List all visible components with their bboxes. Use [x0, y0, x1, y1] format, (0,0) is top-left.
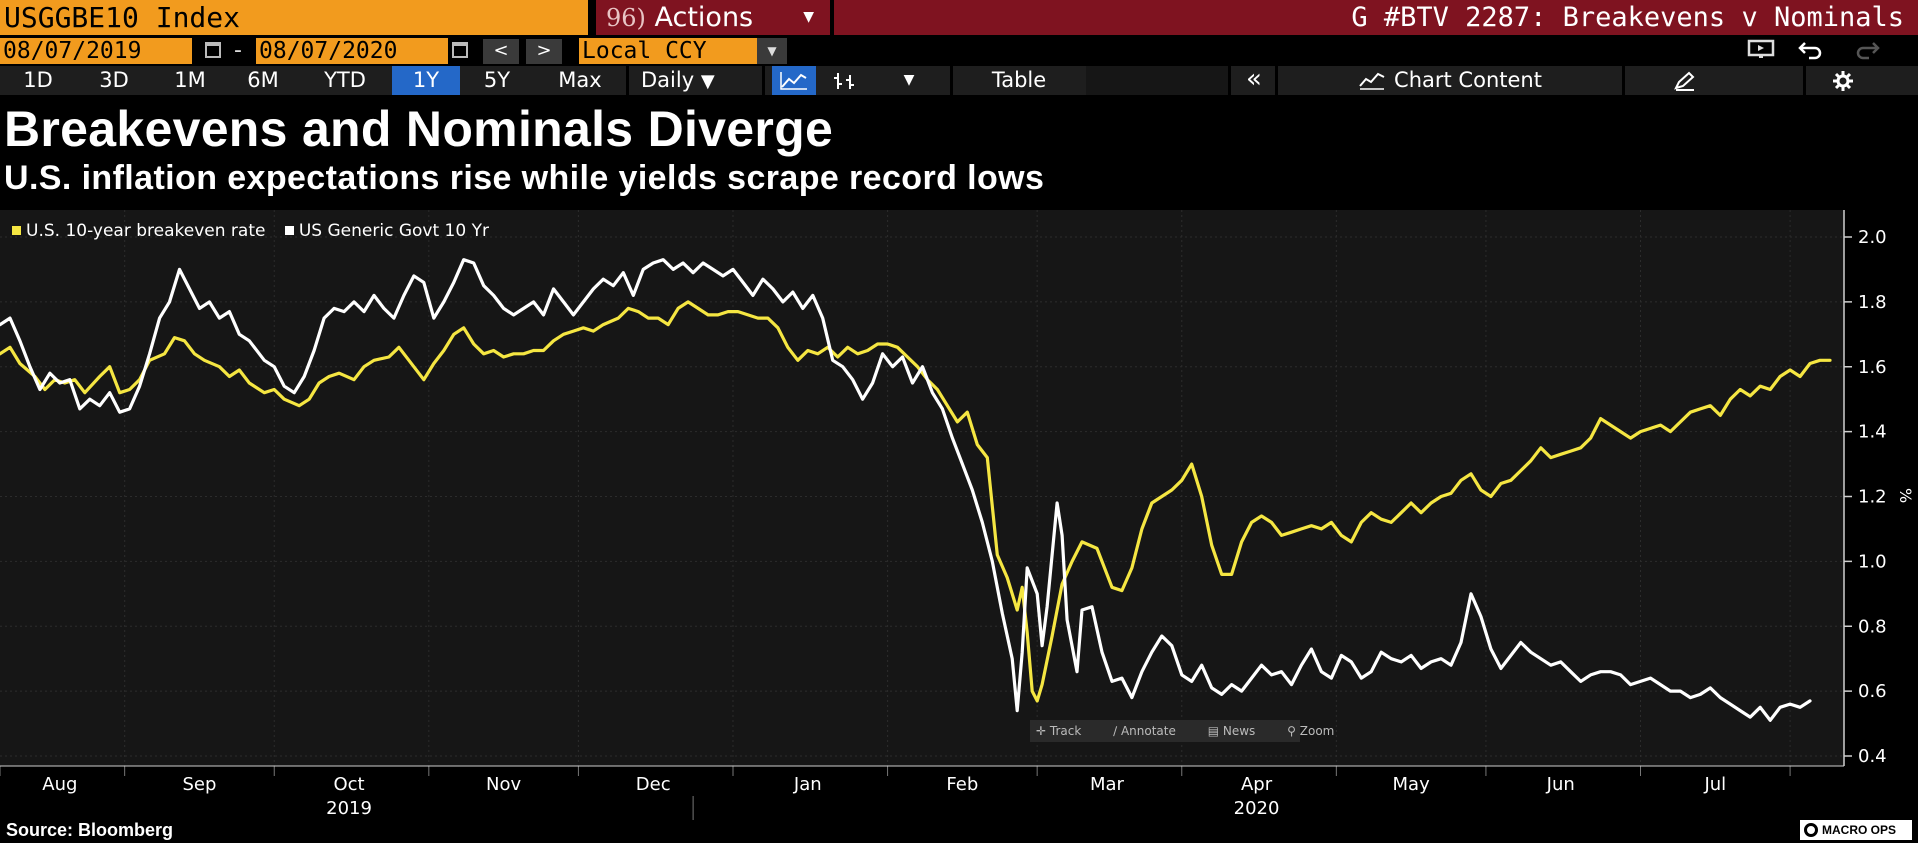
- period-ytd[interactable]: YTD: [324, 68, 366, 92]
- x-tick-label: Sep: [182, 774, 216, 795]
- toolbar-divider: [1622, 66, 1625, 95]
- legend-item-breakeven[interactable]: U.S. 10-year breakeven rate: [12, 221, 265, 241]
- chevron-down-icon[interactable]: ▼: [757, 38, 787, 64]
- period-1d[interactable]: 1D: [23, 68, 53, 92]
- x-axis: Aug Sep Oct Nov Dec Jan Feb Mar Apr May Jun Jul 2019…: [0, 765, 1844, 820]
- title-bar: USGGBE10 Index 96) Actions ▼ G #BTV 2287…: [0, 0, 1918, 35]
- x-year-label: 2019: [326, 798, 372, 819]
- toolbar-divider: [950, 66, 953, 95]
- annotate-tool[interactable]: ∕ Annotate: [1113, 724, 1176, 738]
- chart-content-icon: [1359, 72, 1385, 90]
- frequency-label: Daily: [641, 68, 695, 92]
- collapse-button[interactable]: «: [1246, 64, 1262, 94]
- edit-icon[interactable]: [1660, 66, 1710, 95]
- date-separator: -: [234, 38, 242, 63]
- y-tick-label: 1.4: [1858, 422, 1887, 443]
- toolbar-divider: [626, 66, 629, 95]
- line-chart[interactable]: 2.0 1.8 1.6 1.4 1.2 1.0 0.8 0.6 0.4% Aug Sep Oct No…: [0, 210, 1918, 825]
- y-tick-label: 1.0: [1858, 551, 1887, 572]
- x-year-label: 2020: [1234, 798, 1280, 819]
- toolbar-divider: [1803, 66, 1806, 95]
- x-tick-label: Jan: [793, 774, 822, 795]
- y-axis-label: %: [1896, 488, 1915, 503]
- y-tick-label: 0.8: [1858, 616, 1887, 637]
- legend-item-govt[interactable]: US Generic Govt 10 Yr: [284, 221, 489, 241]
- series-line-breakeven[interactable]: [0, 300, 1832, 703]
- bar-chart-icon[interactable]: [822, 66, 868, 95]
- plot-area: [0, 210, 1844, 766]
- actions-menu-button[interactable]: 96) Actions ▼: [596, 0, 830, 35]
- news-tool[interactable]: ▤ News: [1207, 724, 1256, 738]
- y-tick-label: 0.4: [1858, 746, 1887, 767]
- ticker-field[interactable]: USGGBE10 Index: [0, 0, 588, 35]
- end-date-input[interactable]: 08/07/2020: [256, 38, 448, 64]
- x-tick-label: Jun: [1546, 774, 1575, 795]
- y-tick-label: 1.2: [1858, 487, 1887, 508]
- toolbar-divider: [762, 66, 765, 95]
- date-range-bar: 08/07/2019 - 08/07/2020 < > Local CCY ▼: [0, 36, 1918, 66]
- period-1y[interactable]: 1Y: [392, 66, 460, 95]
- calendar-icon[interactable]: [452, 42, 468, 58]
- x-tick-label: May: [1393, 774, 1431, 795]
- chevron-down-icon: ▼: [803, 9, 814, 25]
- x-tick-label: Apr: [1241, 774, 1273, 795]
- period-1m[interactable]: 1M: [174, 68, 206, 92]
- y-tick-label: 2.0: [1858, 227, 1887, 248]
- chart-tools-bar: ✛ Track ∕ Annotate ▤ News ⚲ Zoom: [1030, 720, 1334, 742]
- y-tick-label: 1.8: [1858, 292, 1887, 313]
- period-5y[interactable]: 5Y: [483, 68, 511, 92]
- series-lines: [0, 258, 1832, 722]
- period-max[interactable]: Max: [558, 68, 602, 92]
- start-date-input[interactable]: 08/07/2019: [0, 38, 192, 64]
- line-chart-icon[interactable]: [772, 66, 816, 95]
- y-axis: 2.0 1.8 1.6 1.4 1.2 1.0 0.8 0.6 0.4%: [1843, 210, 1915, 767]
- series-line-govt-10y[interactable]: [0, 258, 1812, 722]
- period-3d[interactable]: 3D: [99, 68, 129, 92]
- macro-ops-logo: MACRO OPS: [1800, 820, 1912, 840]
- x-tick-label: Dec: [636, 774, 671, 795]
- y-tick-label: 1.6: [1858, 357, 1887, 378]
- window-title: G #BTV 2287: Breakevens v Nominals: [834, 0, 1918, 35]
- currency-select[interactable]: Local CCY: [579, 38, 757, 64]
- chevron-down-icon: ▼: [700, 71, 715, 92]
- present-icon[interactable]: [1740, 38, 1782, 64]
- frequency-select[interactable]: Daily ▼: [629, 66, 749, 95]
- x-tick-label: Aug: [42, 774, 77, 795]
- legend-swatch: [12, 226, 21, 235]
- actions-label: Actions: [654, 2, 754, 33]
- actions-number: 96): [606, 4, 646, 32]
- x-tick-label: Nov: [486, 774, 521, 795]
- next-period-button[interactable]: >: [526, 39, 562, 64]
- x-tick-label: Mar: [1090, 774, 1125, 795]
- grid-lines: [0, 210, 1844, 766]
- chart-content-label: Chart Content: [1394, 68, 1542, 92]
- x-tick-label: Feb: [946, 774, 978, 795]
- chart-headline: Breakevens and Nominals Diverge: [4, 101, 834, 157]
- zoom-tool[interactable]: ⚲ Zoom: [1287, 724, 1335, 738]
- x-tick-label: Jul: [1703, 774, 1726, 795]
- chart-subheadline: U.S. inflation expectations rise while y…: [4, 159, 1045, 197]
- logo-mark-icon: [1804, 823, 1818, 837]
- legend-swatch: [284, 226, 294, 235]
- x-tick-label: Oct: [333, 774, 364, 795]
- y-tick-label: 0.6: [1858, 681, 1887, 702]
- period-6m[interactable]: 6M: [247, 68, 279, 92]
- undo-icon[interactable]: [1790, 38, 1832, 64]
- calendar-icon[interactable]: [205, 42, 221, 58]
- gear-icon[interactable]: [1816, 66, 1870, 95]
- track-tool[interactable]: ✛ Track: [1036, 724, 1082, 738]
- legend-label: U.S. 10-year breakeven rate: [26, 221, 266, 241]
- toolbar-divider: [1275, 66, 1278, 95]
- prev-period-button[interactable]: <: [483, 39, 519, 64]
- toolbar-divider: [1228, 66, 1231, 95]
- table-button[interactable]: Table: [991, 68, 1047, 92]
- source-note: Source: Bloomberg: [6, 820, 174, 840]
- legend-label: US Generic Govt 10 Yr: [298, 221, 489, 241]
- chevron-down-icon[interactable]: ▼: [903, 72, 915, 88]
- toolbar-spacer: [1086, 66, 1231, 95]
- redo-icon[interactable]: [1846, 38, 1888, 64]
- chart-legend: U.S. 10-year breakeven rate US Generic G…: [12, 220, 503, 242]
- chart-content-button[interactable]: Chart Content: [1278, 66, 1622, 95]
- chart-toolbar: 1D 3D 1M 6M YTD 1Y 5Y Max Daily ▼ ▼ Tabl…: [0, 66, 1918, 95]
